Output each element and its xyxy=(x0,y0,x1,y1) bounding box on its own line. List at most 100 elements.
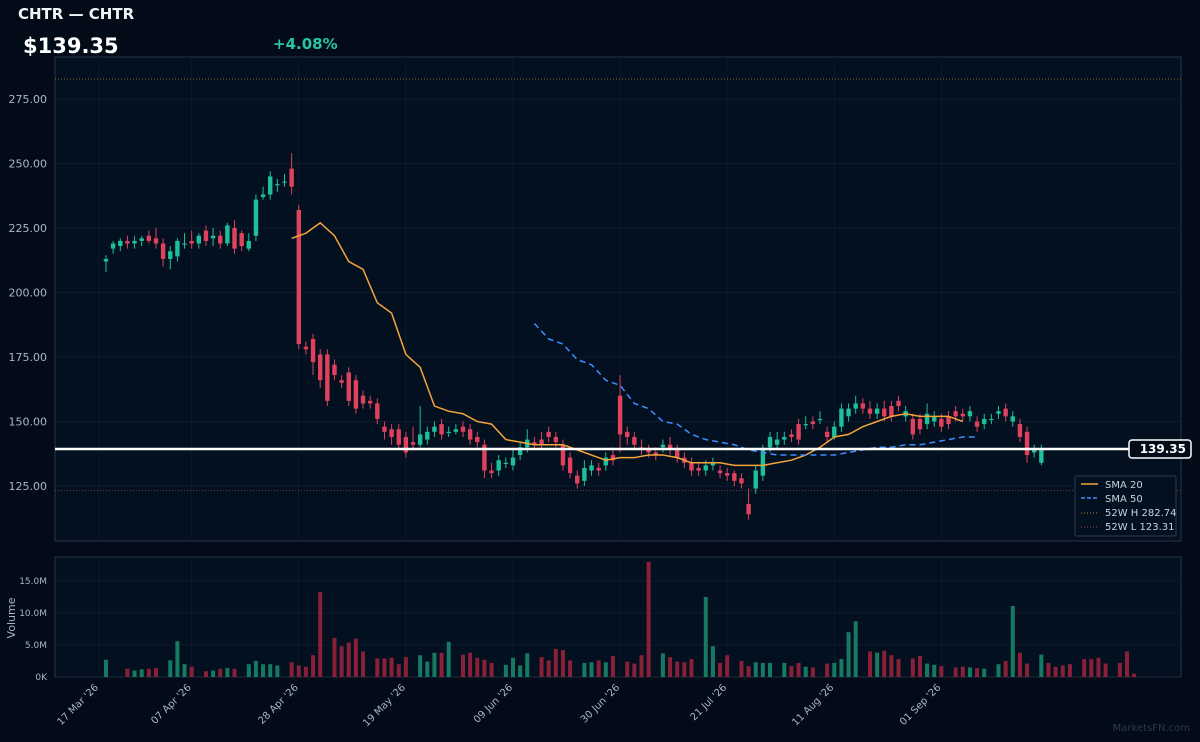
candle-body xyxy=(382,426,387,432)
candle-body xyxy=(275,184,280,186)
volume-bar xyxy=(917,655,922,677)
volume-bar xyxy=(510,657,515,677)
candle-body xyxy=(689,462,694,471)
volume-bars xyxy=(104,561,1137,677)
price-tick-label: 275.00 xyxy=(9,93,48,106)
volume-bar xyxy=(1039,654,1044,677)
volume-bar xyxy=(461,654,465,677)
sma50-line xyxy=(533,322,978,456)
volume-bar xyxy=(218,668,223,677)
candle-body xyxy=(160,243,166,259)
candle-body xyxy=(482,444,487,471)
volume-bar xyxy=(432,652,437,677)
candle-body xyxy=(746,504,751,515)
volume-bar xyxy=(425,661,430,677)
candle-body xyxy=(910,418,916,435)
volume-bar xyxy=(582,662,587,677)
volume-bar xyxy=(546,660,551,677)
volume-bar xyxy=(632,663,637,677)
candle-body xyxy=(803,424,808,426)
volume-bar xyxy=(253,661,258,677)
volume-bar xyxy=(625,661,630,677)
candle-body xyxy=(953,411,958,417)
volume-bar xyxy=(975,668,980,677)
candle-body xyxy=(989,418,994,421)
candle-body xyxy=(839,408,844,427)
candle-body xyxy=(189,240,194,244)
volume-bar xyxy=(953,667,958,677)
volume-bar xyxy=(1082,659,1087,677)
candle-body xyxy=(1039,448,1044,463)
date-tick-label: 01 Sep '26 xyxy=(898,682,944,728)
candle-body xyxy=(867,408,873,414)
candle-body xyxy=(710,462,716,466)
volume-bar xyxy=(882,650,887,677)
candle-body xyxy=(789,434,794,437)
candle-body xyxy=(218,235,223,244)
candle-body xyxy=(946,416,951,425)
candle-body xyxy=(168,251,173,259)
candle-body xyxy=(810,421,816,425)
candle-body xyxy=(1024,431,1030,456)
candle-body xyxy=(617,395,623,435)
candle-body xyxy=(939,418,944,427)
candle-body xyxy=(546,431,551,437)
volume-bar xyxy=(339,646,344,677)
candle-body xyxy=(960,413,965,417)
volume-bar xyxy=(418,655,423,677)
volume-bar xyxy=(296,665,301,677)
candle-body xyxy=(1003,408,1008,417)
candle-body xyxy=(196,235,202,244)
candle-body xyxy=(853,403,858,409)
candle-body xyxy=(610,455,616,461)
candle-body xyxy=(982,418,987,425)
candle-body xyxy=(453,429,459,432)
volume-tick-label: 0K xyxy=(35,673,48,683)
price-tick-label: 125.00 xyxy=(9,480,48,493)
volume-bar xyxy=(303,666,308,677)
candle-body xyxy=(260,194,266,198)
volume-bar xyxy=(560,650,565,677)
date-tick-label: 09 Jun '26 xyxy=(472,682,515,725)
volume-bar xyxy=(768,662,773,677)
candle-body xyxy=(589,465,594,471)
volume-bar xyxy=(646,561,651,677)
candle-body xyxy=(517,447,523,456)
candle-body xyxy=(389,429,394,437)
volume-bar xyxy=(1096,657,1101,677)
candle-body xyxy=(103,258,109,262)
volume-bar xyxy=(503,664,508,677)
candle-body xyxy=(203,230,209,241)
volume-bar xyxy=(539,657,544,677)
volume-bar xyxy=(146,668,151,677)
volume-bar xyxy=(246,664,251,677)
volume-bar xyxy=(1003,661,1008,677)
candle-body xyxy=(846,408,851,417)
price-change: +4.08% xyxy=(273,35,338,53)
candle-body xyxy=(774,439,780,445)
candle-body xyxy=(375,403,380,419)
candle-body xyxy=(582,467,587,481)
candle-body xyxy=(724,473,730,476)
volume-bar xyxy=(1046,662,1051,677)
volume-bar xyxy=(482,659,487,677)
candle-body xyxy=(139,238,144,241)
legend-sma50: SMA 50 xyxy=(1105,494,1143,505)
volume-bar xyxy=(353,638,358,677)
volume-bar xyxy=(718,662,723,677)
price-axis: 125.00 150.00 175.00 200.00 225.00 250.00 275.… xyxy=(9,93,48,493)
candle-body xyxy=(310,338,316,363)
candle-body xyxy=(753,470,758,489)
volume-bar xyxy=(782,662,787,677)
candle-body xyxy=(567,457,573,474)
volume-bar xyxy=(375,658,380,677)
candle-body xyxy=(667,444,673,450)
candle-body xyxy=(1010,416,1015,422)
ticker-title: CHTR — CHTR xyxy=(18,5,135,23)
legend-high52: 52W H 282.74 xyxy=(1105,508,1176,519)
volume-bar xyxy=(910,658,915,677)
volume-tick-label: 10.0M xyxy=(19,609,47,619)
candle-body xyxy=(232,228,237,249)
last-price-tag: 139.35 xyxy=(1128,439,1192,459)
candle-body xyxy=(974,421,980,427)
